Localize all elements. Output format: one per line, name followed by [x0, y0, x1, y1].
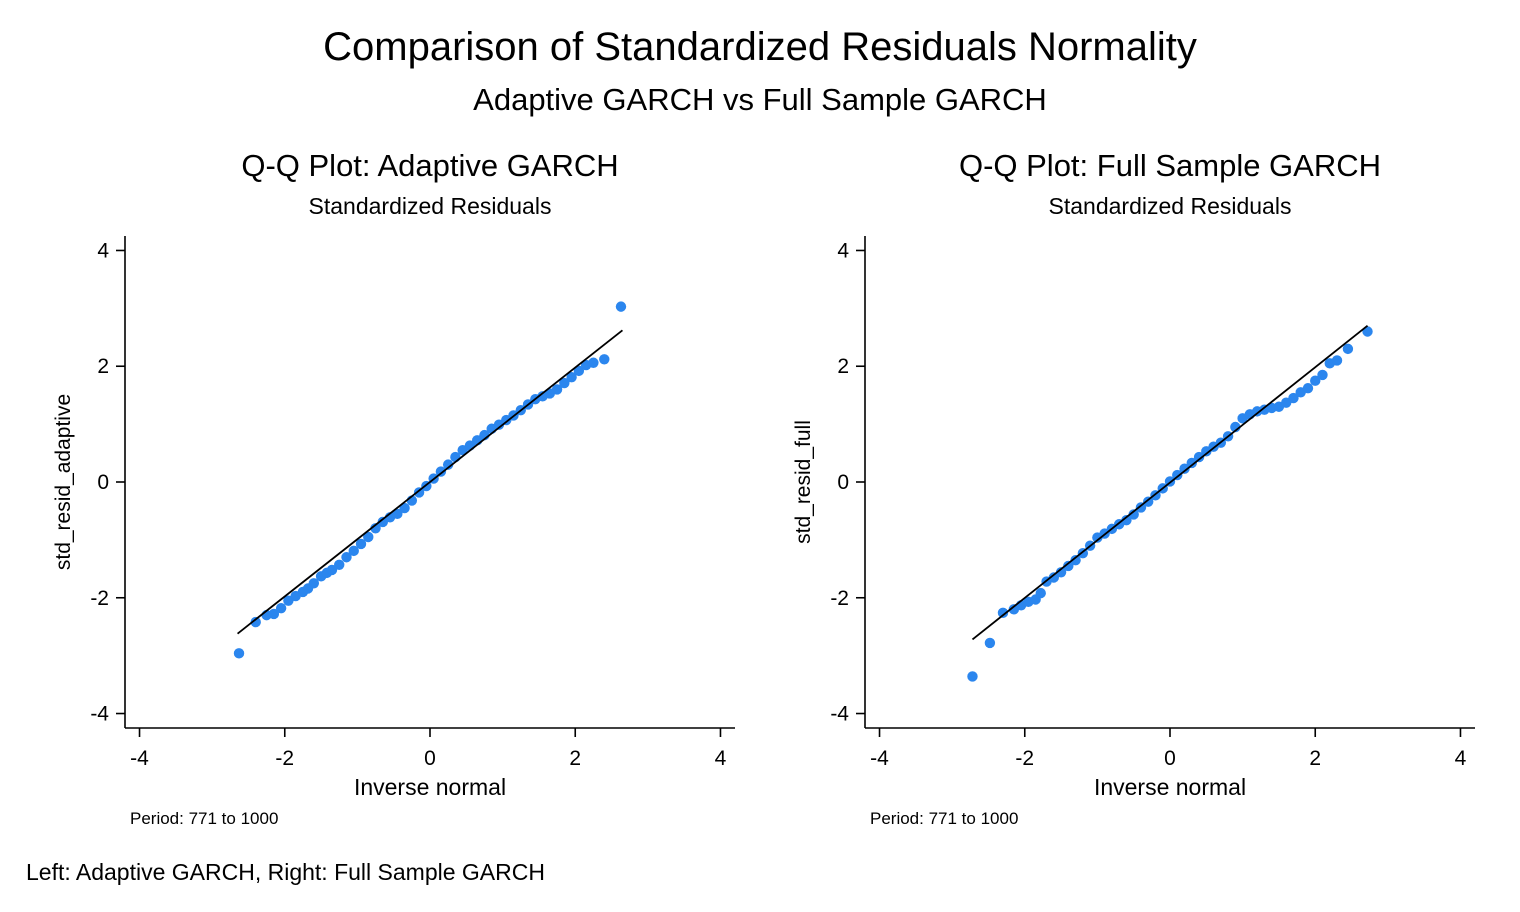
data-point [1179, 463, 1190, 474]
x-axis-label: Inverse normal [1094, 774, 1246, 800]
x-tick-label: -4 [870, 747, 889, 770]
data-point [275, 602, 287, 614]
data-point [413, 487, 425, 498]
x-tick-label: -2 [1015, 747, 1034, 770]
data-point [250, 616, 261, 628]
data-point [370, 523, 381, 534]
data-point [551, 384, 563, 395]
data-point [442, 459, 454, 470]
y-tick-label: 2 [837, 355, 849, 378]
chart-title: Q-Q Plot: Adaptive GARCH [241, 148, 618, 183]
data-point [1186, 457, 1197, 469]
x-tick-label: 0 [424, 747, 436, 770]
data-point [268, 608, 280, 620]
chart-subtitle: Standardized Residuals [309, 193, 552, 219]
qq-plot-adaptive: Q-Q Plot: Adaptive GARCH Standardized Res… [0, 140, 760, 840]
main-title: Comparison of Standardized Residuals Nor… [323, 25, 1197, 69]
chart-title: Q-Q Plot: Full Sample GARCH [959, 148, 1381, 183]
y-axis-label: std_resid_full [792, 420, 815, 544]
data-point [997, 607, 1009, 619]
y-tick-label: 0 [837, 471, 849, 494]
data-point [233, 648, 245, 659]
data-point [967, 671, 978, 682]
data-point [1063, 560, 1074, 572]
data-point [573, 365, 585, 377]
y-tick-label: 4 [97, 239, 109, 262]
data-point [615, 301, 627, 312]
data-point [984, 637, 996, 649]
y-tick-label: -4 [830, 703, 849, 726]
data-point [1070, 554, 1081, 566]
data-point [1055, 567, 1067, 578]
y-tick-label: 0 [97, 471, 109, 494]
main-subtitle: Adaptive GARCH vs Full Sample GARCH [473, 82, 1047, 117]
y-tick-label: -4 [90, 703, 109, 726]
data-point [355, 538, 367, 550]
data-point [566, 372, 577, 383]
data-point [1048, 572, 1060, 583]
data-point [1331, 355, 1343, 366]
y-tick-label: -2 [830, 587, 849, 610]
data-point [392, 508, 403, 520]
data-point [588, 357, 599, 368]
x-tick-label: -4 [130, 747, 149, 770]
qq-plot-full: Q-Q Plot: Full Sample GARCH Standardized … [740, 140, 1500, 840]
period-note: Period: 771 to 1000 [130, 809, 278, 828]
y-axis-label: std_resid_adaptive [52, 394, 75, 570]
y-tick-label: 2 [97, 355, 109, 378]
chart-subtitle: Standardized Residuals [1049, 193, 1292, 219]
data-point [599, 354, 610, 365]
data-point [399, 502, 410, 514]
period-note: Period: 771 to 1000 [870, 809, 1018, 828]
data-point [1135, 502, 1147, 513]
data-point [1317, 369, 1328, 381]
data-point [334, 559, 345, 570]
data-point [308, 578, 320, 589]
x-tick-label: 0 [1164, 747, 1176, 770]
data-point [435, 466, 447, 477]
data-point [1128, 509, 1139, 520]
x-tick-label: 2 [1309, 747, 1321, 770]
data-point [559, 377, 570, 389]
data-point [1121, 515, 1132, 526]
y-tick-label: 4 [837, 239, 849, 262]
reference-line [237, 329, 623, 635]
data-point [1302, 383, 1314, 394]
data-point [1342, 343, 1354, 355]
data-point [348, 545, 359, 557]
x-tick-label: 4 [1455, 747, 1467, 770]
data-point [1143, 496, 1154, 507]
x-axis-label: Inverse normal [354, 774, 506, 800]
x-tick-label: -2 [275, 747, 294, 770]
data-point [326, 564, 338, 576]
qq-plot-adaptive-svg: Q-Q Plot: Adaptive GARCH Standardized Res… [52, 148, 735, 828]
data-point [1288, 392, 1299, 404]
reference-line [971, 325, 1369, 641]
x-tick-label: 4 [715, 747, 727, 770]
data-point [1035, 587, 1046, 599]
data-point [1172, 469, 1183, 481]
data-point [1193, 451, 1205, 463]
y-tick-label: -2 [90, 587, 109, 610]
x-tick-label: 2 [569, 747, 581, 770]
footnote: Left: Adaptive GARCH, Right: Full Sample… [26, 859, 545, 885]
qq-plot-full-svg: Q-Q Plot: Full Sample GARCH Standardized … [792, 148, 1475, 828]
data-point [363, 531, 374, 543]
data-point [1310, 375, 1321, 386]
data-point [341, 552, 352, 563]
